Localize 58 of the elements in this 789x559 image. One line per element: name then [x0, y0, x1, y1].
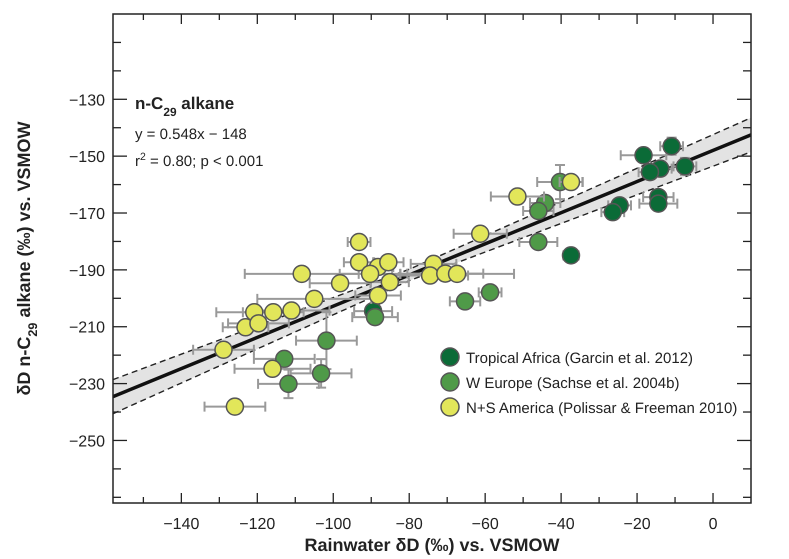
- x-tick-label: −40: [548, 516, 575, 533]
- point: [350, 232, 368, 252]
- point: [379, 252, 398, 272]
- point: [275, 350, 294, 368]
- point: [380, 272, 400, 292]
- point: [360, 264, 380, 284]
- point: [249, 314, 268, 333]
- y-tick-label: −210: [68, 320, 106, 337]
- point: [279, 374, 298, 394]
- y-tick-label: −130: [68, 92, 106, 110]
- point: [305, 290, 324, 308]
- legend-label: N+S America (Polissar & Freeman 2010): [466, 400, 738, 417]
- y-tick-label: −250: [68, 433, 106, 450]
- x-tick-label: −20: [624, 516, 651, 533]
- point: [368, 286, 388, 305]
- point: [562, 172, 580, 192]
- point: [529, 202, 548, 220]
- point: [312, 364, 330, 383]
- x-tick-label: −60: [472, 516, 499, 533]
- point: [214, 340, 233, 360]
- x-tick-label: 0: [708, 516, 718, 533]
- annotation: n-C$_{29}$ alkane: [135, 94, 234, 119]
- x-tick-label: −80: [396, 516, 423, 533]
- legend-label: Tropical Africa (Garcin et al. 2012): [466, 350, 694, 367]
- point: [634, 146, 653, 165]
- point: [350, 252, 368, 272]
- annotation: r$^{2}$ = 0.80; p < 0.001: [135, 151, 264, 170]
- annotation: y = 0.548x − 148: [135, 126, 247, 143]
- point: [529, 232, 548, 252]
- point: [366, 308, 384, 326]
- point: [264, 302, 283, 322]
- point: [420, 266, 440, 285]
- point: [282, 301, 301, 320]
- point: [470, 224, 490, 244]
- point: [649, 194, 668, 213]
- x-tick-label: −140: [163, 516, 200, 533]
- point: [448, 264, 466, 284]
- x-tick-label: −120: [239, 516, 276, 533]
- point: [263, 360, 282, 378]
- point: [456, 292, 474, 311]
- y-tick-label: −230: [68, 376, 106, 394]
- point: [604, 202, 622, 222]
- point: [330, 274, 350, 292]
- legend-label: W Europe (Sachse et al. 2004b): [466, 375, 680, 392]
- point: [508, 187, 527, 206]
- point: [662, 136, 681, 156]
- point: [640, 162, 660, 182]
- y-tick-label: −190: [68, 262, 106, 280]
- y-tick-label: −150: [68, 149, 106, 166]
- y-tick-label: −170: [68, 206, 106, 224]
- point: [480, 283, 500, 302]
- point: [676, 157, 694, 176]
- point: [292, 264, 311, 284]
- x-axis-title: Rainwater δD (‰) vs. VSMOW: [304, 535, 560, 555]
- point: [562, 246, 580, 265]
- point: [226, 397, 244, 416]
- point: [317, 331, 336, 350]
- x-tick-label: −100: [315, 516, 352, 533]
